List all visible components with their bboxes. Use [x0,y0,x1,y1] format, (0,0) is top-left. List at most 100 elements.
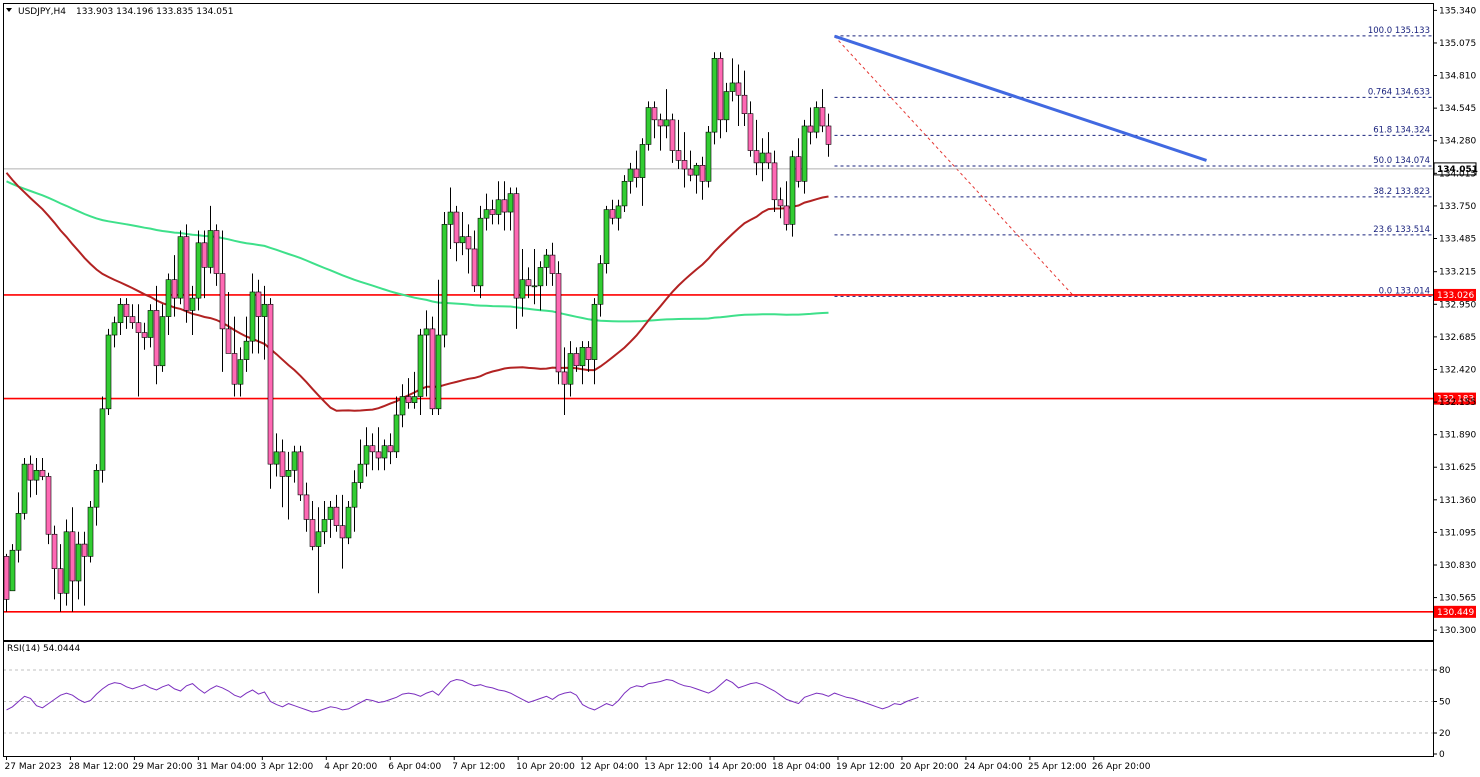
candle-body [237,359,244,385]
x-tick-label: 28 Mar 12:00 [68,762,128,772]
candle-body [195,242,202,299]
y-tick-label: 134.280 [1439,137,1476,147]
candle-body [795,156,802,182]
ma-slow-line [5,172,829,412]
candle-body [435,334,442,410]
dropdown-arrow-icon[interactable] [6,8,12,12]
price-tag-bg [1434,392,1476,405]
candle-body [21,463,28,514]
candle-body [183,236,190,311]
candle-body [363,445,370,465]
candle-body [771,162,778,201]
candle-body [417,334,424,397]
candle-body [285,469,292,477]
candle-body [549,254,556,274]
candle-body [525,279,532,287]
candle-body [99,408,106,471]
fib-level-label: 38.2 133.823 [1373,187,1430,197]
fib-level-label: 23.6 133.514 [1373,225,1430,235]
candle-body [639,144,646,178]
candle-body [471,248,478,287]
x-tick-label: 12 Apr 04:00 [580,762,639,772]
candle-body [423,328,430,336]
candle-body [357,463,364,483]
y-tick-label: 130.300 [1439,626,1476,636]
y-tick-label: 134.015 [1439,169,1476,179]
candle-body [69,531,76,582]
y-tick-label: 135.075 [1439,39,1476,49]
candle-body [465,236,472,250]
candle-body [15,513,22,551]
candle-body [807,125,814,133]
candle-body [147,310,154,338]
y-tick-label: 130.830 [1439,561,1476,571]
candle-body [537,267,544,287]
y-tick-label: 130.565 [1439,594,1476,604]
x-tick-label: 18 Apr 04:00 [772,762,831,772]
candle-body [309,519,316,547]
candle-body [585,347,592,360]
candle-body [45,476,52,535]
candle-body [171,279,178,299]
symbol-header: USDJPY,H4 [18,7,66,17]
candle-body [63,531,70,594]
candle-body [501,199,508,213]
rsi-tick-label: 20 [1439,729,1451,739]
x-tick-label: 13 Apr 12:00 [644,762,703,772]
y-tick-label: 132.685 [1439,333,1476,343]
main-pane-frame [3,3,1434,641]
candle-body [735,82,742,96]
candle-body [519,279,526,299]
candle-body [273,451,280,465]
candle-body [669,119,676,151]
candle-body [675,150,682,161]
x-tick-label: 7 Apr 12:00 [452,762,505,772]
candle-body [531,285,538,288]
x-tick-label: 27 Mar 2023 [5,762,62,772]
candle-body [123,303,130,317]
y-tick-label: 133.485 [1439,234,1476,244]
candle-body [87,506,94,557]
candle-body [351,482,358,508]
candle-body [111,322,118,336]
rsi-tick-label: 0 [1439,750,1445,760]
candle-body [27,463,34,481]
candle-body [681,160,688,170]
candle-body [747,113,754,151]
candle-body [57,568,64,594]
price-tag-label: 132.183 [1437,395,1474,405]
candle-body [603,209,610,265]
candle-body [135,322,142,333]
candle-body [705,131,712,182]
rsi-header: RSI(14) 54.0444 [7,644,80,654]
candle-body [105,334,112,410]
candle-body [819,107,826,127]
candle-body [801,125,808,182]
candle-body [321,519,328,533]
candle-body [597,263,604,305]
candle-body [711,58,718,133]
candle-body [303,494,310,520]
candle-body [663,119,670,127]
x-tick-label: 20 Apr 20:00 [900,762,959,772]
y-tick-label: 133.750 [1439,202,1476,212]
candle-body [267,303,274,465]
candle-body [9,549,16,592]
fib-level-label: 50.0 134.074 [1373,156,1430,166]
x-tick-label: 31 Mar 04:00 [196,762,256,772]
candle-body [615,205,622,219]
candle-body [93,469,100,508]
candle-body [399,396,406,416]
candle-body [495,199,502,215]
x-tick-label: 19 Apr 12:00 [836,762,895,772]
candle-body [219,273,226,330]
candle-body [573,353,580,367]
candle-body [207,230,214,268]
x-tick-label: 14 Apr 20:00 [708,762,767,772]
candle-body [459,236,466,244]
candle-body [51,533,58,569]
candle-body [693,165,700,176]
candle-body [201,242,208,268]
candle-body [3,556,10,600]
